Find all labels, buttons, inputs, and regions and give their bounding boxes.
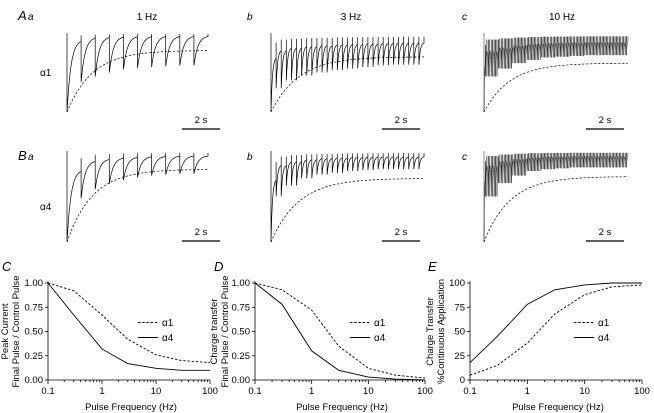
x-tick-label: 0.1: [248, 386, 261, 397]
series-line-alpha1: [254, 282, 426, 379]
x-tick-label: 1: [309, 386, 314, 397]
y-axis-label-line1: Charge Transfer: [425, 297, 436, 366]
series-line-alpha4: [254, 282, 426, 381]
panel-Ac: c 10 Hz 2 s: [462, 12, 629, 130]
x-tick-label: 10: [363, 386, 374, 397]
panel-label: C: [2, 259, 12, 274]
frequency-title: 10 Hz: [549, 12, 575, 23]
y-tick-label: 100: [449, 278, 465, 289]
x-tick-label: 1: [525, 386, 530, 397]
y-tick-label: 75: [454, 302, 465, 313]
fit-curve: [66, 169, 209, 243]
y-tick-label: 0.75: [25, 302, 44, 313]
y-tick-label: 0.25: [25, 351, 44, 362]
x-tick-label: 1: [99, 386, 104, 397]
panel-Bc: c 2 s: [462, 151, 629, 243]
y-axis-label-line2: Final Pulse / Control Pulse: [11, 276, 22, 388]
current-trace: [270, 151, 425, 243]
scalebar-label: 2 s: [195, 115, 208, 126]
panel-D: D 0.00 0.25 0.50 0.75 1.00 0.1 1 10 100 Pulse Freq…: [209, 259, 433, 413]
fit-curve: [270, 56, 425, 113]
panel-label: c: [462, 12, 467, 23]
y-tick-label: 0.00: [25, 375, 44, 386]
scalebar-label: 2 s: [599, 115, 612, 126]
current-trace: [483, 33, 629, 113]
scalebar-label: 2 s: [395, 227, 408, 238]
x-axis-label: Pulse Frequency (Hz): [85, 402, 177, 413]
y-tick-label: 0.50: [25, 327, 44, 338]
y-tick-label: 1.00: [232, 278, 251, 289]
panel-label: c: [462, 152, 467, 163]
x-axis-label: Pulse Frequency (Hz): [512, 402, 604, 413]
y-tick-label: 50: [454, 327, 465, 338]
x-tick-label: 100: [202, 386, 218, 397]
legend-label: α4: [374, 333, 386, 344]
panel-C: C 0.00 0.25 0.50 0.75 1.00 0.1 1 10 100 Pulse Freq…: [0, 259, 218, 413]
series-line-alpha1: [469, 284, 643, 376]
panel-Ab: b 3 Hz 2 s: [247, 12, 425, 130]
panel-label: b: [247, 152, 253, 163]
panel-E: E 0 25 50 75 100 0.1 1 10 100 Pulse Frequency (Hz)…: [425, 259, 650, 413]
legend-label: α4: [162, 333, 174, 344]
fit-curve: [66, 50, 209, 113]
x-tick-label: 0.1: [463, 386, 476, 397]
x-tick-label: 100: [417, 386, 433, 397]
legend-label: α4: [598, 333, 610, 344]
y-tick-label: 1.00: [25, 278, 44, 289]
legend-label: α1: [374, 318, 386, 329]
frequency-title: 3 Hz: [341, 12, 362, 23]
panel-Bb: b 2 s: [247, 151, 425, 243]
current-trace: [483, 151, 629, 243]
x-tick-label: 10: [579, 386, 590, 397]
fit-curve: [483, 62, 629, 113]
scalebar-label: 2 s: [395, 115, 408, 126]
series-line-alpha1: [47, 282, 211, 363]
y-tick-label: 0.00: [232, 375, 251, 386]
panel-label: B: [18, 148, 27, 163]
current-trace: [66, 33, 209, 113]
x-tick-label: 0.1: [41, 386, 54, 397]
series-line-alpha4: [47, 282, 210, 371]
current-trace: [66, 151, 209, 243]
legend-label: α1: [598, 318, 610, 329]
y-tick-label: 0.50: [232, 327, 251, 338]
panel-sublabel: a: [28, 152, 34, 163]
y-tick-label: 0.75: [232, 302, 251, 313]
y-tick-label: 25: [454, 351, 465, 362]
x-tick-label: 10: [151, 386, 162, 397]
scalebar-label: 2 s: [599, 227, 612, 238]
current-trace: [270, 33, 425, 113]
legend-label: α1: [162, 318, 174, 329]
fit-curve: [483, 176, 629, 243]
fit-curve: [270, 178, 425, 243]
x-axis-label: Pulse Frequency (Hz): [296, 402, 388, 413]
subunit-label: α1: [40, 68, 52, 79]
y-tick-label: 0.25: [232, 351, 251, 362]
y-axis-label-line1: Charge transfer: [209, 298, 220, 364]
series-line-alpha4: [469, 282, 642, 363]
panel-label: D: [214, 259, 223, 274]
subunit-label: α4: [40, 202, 52, 213]
scalebar-label: 2 s: [195, 227, 208, 238]
y-axis-label-line2: Final Pulse / Control Pulse: [220, 276, 231, 388]
panel-label: b: [247, 12, 253, 23]
panel-label: E: [428, 259, 437, 274]
frequency-title: 1 Hz: [137, 12, 158, 23]
x-tick-label: 100: [634, 386, 650, 397]
panel-sublabel: a: [28, 12, 34, 23]
y-axis-label-line2: %Continuous Application: [436, 279, 447, 384]
y-axis-label-line1: Peak Current: [0, 303, 11, 359]
y-tick-label: 0: [460, 375, 465, 386]
panel-label: A: [17, 8, 27, 23]
